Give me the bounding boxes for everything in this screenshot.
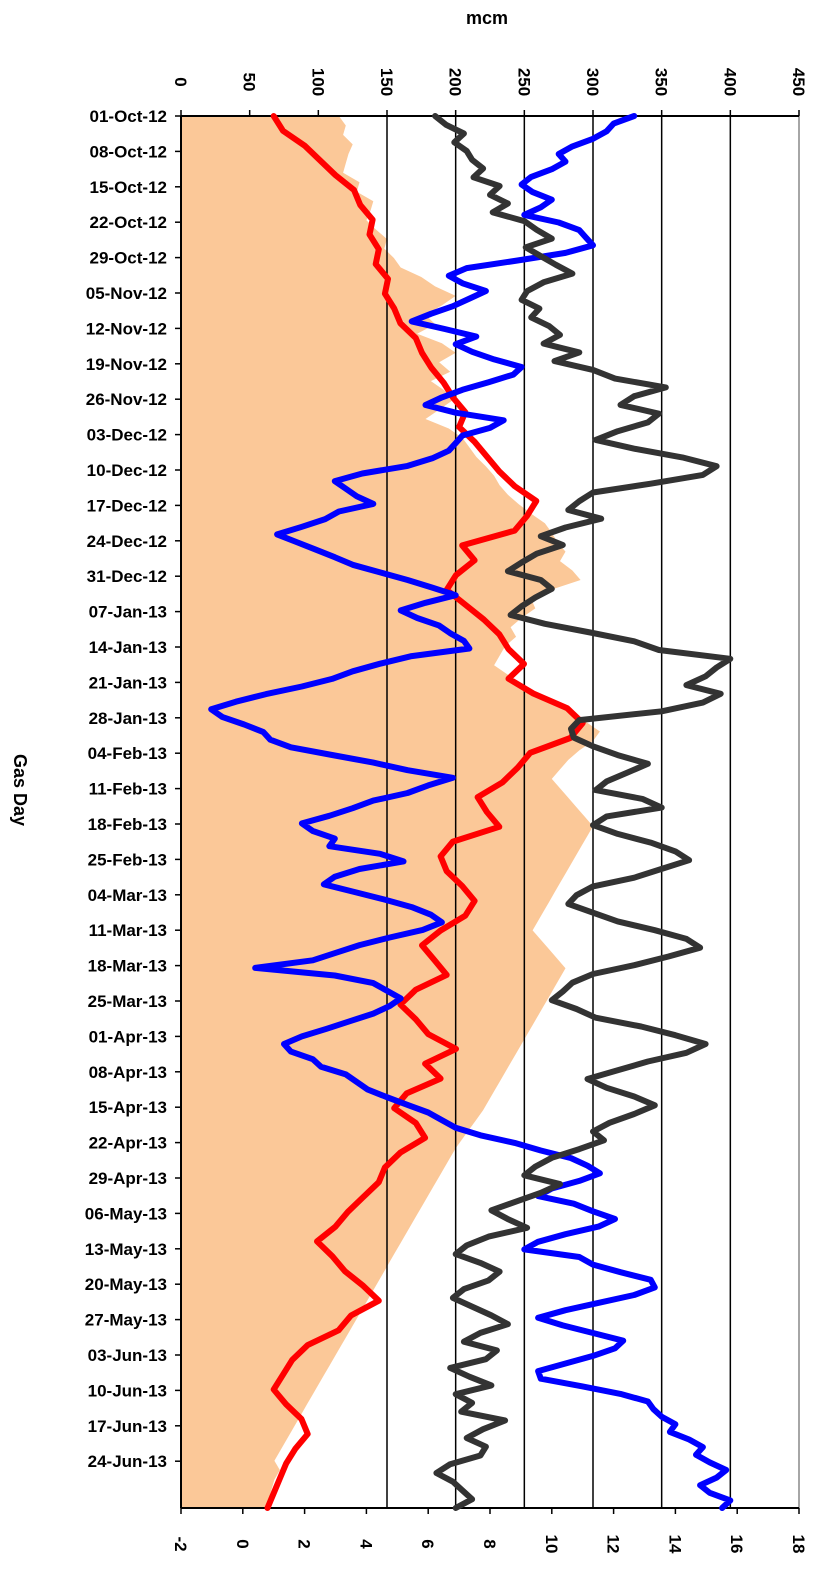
date-tick-label: 15-Apr-13 (89, 1098, 167, 1117)
secondary-tick-label: 4 (356, 1539, 375, 1549)
date-tick-label: 22-Oct-12 (90, 213, 167, 232)
primary-tick-label: 200 (446, 68, 465, 96)
secondary-tick-label: 8 (480, 1539, 499, 1548)
date-tick-label: 28-Jan-13 (89, 709, 167, 728)
secondary-tick-label: -2 (171, 1536, 190, 1551)
primary-tick-label: 450 (789, 68, 808, 96)
date-tick-label: 25-Feb-13 (88, 850, 167, 869)
primary-axis-title: mcm (466, 8, 508, 28)
date-tick-label: 21-Jan-13 (89, 673, 167, 692)
gridlines (386, 116, 800, 1508)
date-tick-label: 17-Dec-12 (87, 496, 167, 515)
date-tick-label: 01-Oct-12 (90, 107, 167, 126)
date-tick-label: 10-Jun-13 (88, 1381, 167, 1400)
date-tick-label: 14-Jan-13 (89, 638, 167, 657)
secondary-tick-label: 10 (542, 1535, 561, 1554)
secondary-tick-label: 2 (295, 1539, 314, 1548)
date-tick-label: 15-Oct-12 (90, 178, 167, 197)
primary-tick-label: 100 (308, 68, 327, 96)
date-tick-label: 10-Dec-12 (87, 461, 167, 480)
date-tick-label: 03-Jun-13 (88, 1346, 167, 1365)
date-tick-label: 17-Jun-13 (88, 1417, 167, 1436)
date-tick-label: 26-Nov-12 (86, 390, 167, 409)
date-tick-label: 18-Feb-13 (88, 815, 167, 834)
series-lines (208, 113, 734, 1511)
primary-tick-label: 350 (652, 68, 671, 96)
secondary-tick-label: 12 (604, 1535, 623, 1554)
date-tick-label: 18-Mar-13 (88, 957, 167, 976)
axes (175, 110, 800, 1514)
date-tick-label: 20-May-13 (85, 1275, 167, 1294)
date-tick-label: 13-May-13 (85, 1240, 167, 1259)
date-tick-label: 29-Apr-13 (89, 1169, 167, 1188)
date-tick-label: 08-Oct-12 (90, 142, 167, 161)
date-tick-label: 05-Nov-12 (86, 284, 167, 303)
tick-labels: 0 50 100 150 200 250 300 350 400 450 -2 0 2 4 6 8 10 12 14… (85, 68, 808, 1554)
date-tick-label: 29-Oct-12 (90, 249, 167, 268)
date-tick-label: 04-Mar-13 (88, 886, 167, 905)
date-tick-label: 22-Apr-13 (89, 1134, 167, 1153)
date-tick-label: 24-Jun-13 (88, 1452, 167, 1471)
date-tick-label: 03-Dec-12 (87, 426, 167, 445)
date-axis-title: Gas Day (10, 754, 30, 826)
date-tick-label: 12-Nov-12 (86, 319, 167, 338)
secondary-tick-label: 18 (789, 1535, 808, 1554)
date-tick-label: 07-Jan-13 (89, 603, 167, 622)
date-tick-label: 24-Dec-12 (87, 532, 167, 551)
primary-tick-label: 50 (240, 73, 259, 92)
date-tick-label: 04-Feb-13 (88, 744, 167, 763)
primary-tick-label: 250 (514, 68, 533, 96)
secondary-tick-label: 6 (418, 1539, 437, 1548)
secondary-tick-label: 16 (727, 1535, 746, 1554)
series-line-2 (208, 113, 734, 1511)
date-tick-label: 08-Apr-13 (89, 1063, 167, 1082)
primary-tick-label: 400 (720, 68, 739, 96)
primary-tick-label: 0 (171, 77, 190, 86)
date-tick-label: 25-Mar-13 (88, 992, 167, 1011)
date-tick-label: 19-Nov-12 (86, 355, 167, 374)
area-series (181, 116, 600, 1508)
series-line-1 (264, 113, 586, 1511)
date-tick-label: 27-May-13 (85, 1311, 167, 1330)
date-tick-label: 11-Mar-13 (89, 921, 167, 940)
date-tick-label: 31-Dec-12 (87, 567, 167, 586)
series-line-3 (432, 113, 734, 1511)
secondary-tick-label: 0 (233, 1539, 252, 1548)
primary-tick-label: 150 (377, 68, 396, 96)
date-tick-label: 11-Feb-13 (89, 780, 167, 799)
secondary-tick-label: 14 (665, 1535, 684, 1554)
primary-tick-label: 300 (583, 68, 602, 96)
date-tick-label: 06-May-13 (85, 1204, 167, 1223)
date-tick-label: 01-Apr-13 (89, 1027, 167, 1046)
area-layer (181, 116, 600, 1508)
